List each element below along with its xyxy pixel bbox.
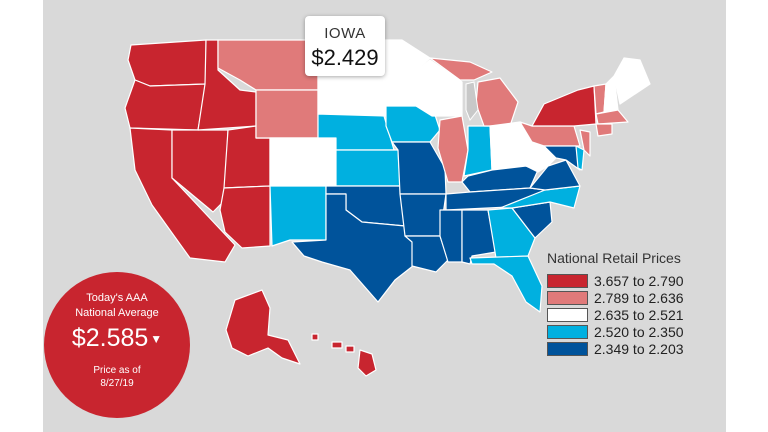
state-nv[interactable] [171,129,229,213]
great-lake-patch [465,81,479,121]
state-mi-upper[interactable] [429,57,493,81]
legend-swatch [547,341,588,356]
state-va[interactable] [529,159,581,191]
state-tx[interactable] [291,193,419,303]
legend-swatch [547,290,588,305]
legend-label: 2.789 to 2.636 [594,289,684,306]
legend-row: 2.349 to 2.203 [547,340,717,357]
state-nj[interactable] [579,129,591,157]
state-tooltip: IOWA $2.429 [305,16,385,76]
legend-swatch [547,273,588,288]
state-mi[interactable] [475,77,519,127]
legend-row: 3.657 to 2.790 [547,272,717,289]
state-ms[interactable] [439,209,463,263]
state-md[interactable] [543,145,581,171]
price-legend: National Retail Prices 3.657 to 2.790 2.… [547,250,717,357]
state-mo[interactable] [391,141,447,195]
state-wy[interactable] [255,89,319,139]
state-wa[interactable] [127,39,207,87]
state-hi-islands[interactable] [311,333,355,353]
legend-label: 3.657 to 2.790 [594,272,684,289]
national-average-badge[interactable]: Today's AAA National Average $2.585 ▼ Pri… [44,272,190,418]
tooltip-state-name: IOWA [324,25,366,42]
badge-date-caption: Price as of [93,365,141,376]
state-ak[interactable] [225,289,301,365]
legend-swatch [547,324,588,339]
legend-label: 2.635 to 2.521 [594,306,684,323]
legend-row: 2.520 to 2.350 [547,323,717,340]
state-ct[interactable] [595,123,613,137]
national-average-price: $2.585 ▼ [44,324,190,353]
legend-label: 2.349 to 2.203 [594,340,684,357]
badge-title-line2: National Average [75,307,159,319]
caret-down-icon[interactable]: ▼ [150,332,163,347]
legend-row: 2.635 to 2.521 [547,306,717,323]
state-co[interactable] [269,137,337,187]
state-ks[interactable] [335,149,401,187]
badge-title-line1: Today's AAA [86,292,148,304]
tooltip-state-price: $2.429 [311,45,379,70]
legend-title: National Retail Prices [547,250,681,266]
state-fl[interactable] [469,255,543,313]
legend-label: 2.520 to 2.350 [594,323,684,340]
state-hi[interactable] [357,349,377,377]
legend-row: 2.789 to 2.636 [547,289,717,306]
legend-swatch [547,307,588,322]
state-ma[interactable] [595,109,629,125]
state-mt[interactable] [217,39,319,91]
state-ar[interactable] [399,193,447,237]
badge-date: 8/27/19 [100,378,134,389]
state-ny[interactable] [531,85,597,127]
state-or[interactable] [124,79,207,131]
state-sd[interactable] [317,73,387,117]
badge-price-value: $2.585 [71,324,149,352]
state-in[interactable] [463,125,493,177]
state-de[interactable] [575,145,585,171]
state-me[interactable] [613,57,651,105]
state-nm[interactable] [269,185,327,247]
